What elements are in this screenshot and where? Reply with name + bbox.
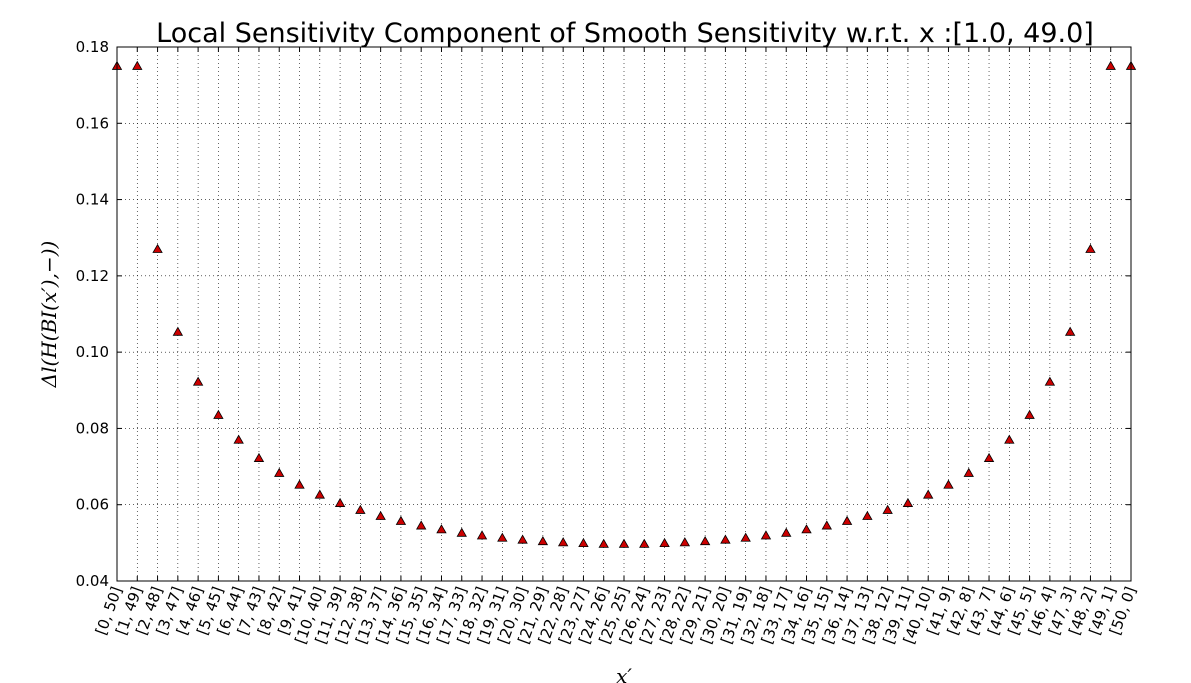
data-point bbox=[760, 530, 772, 540]
data-point bbox=[1004, 434, 1015, 444]
data-point bbox=[578, 537, 589, 548]
data-point bbox=[476, 530, 488, 540]
data-point bbox=[1024, 409, 1035, 419]
data-point bbox=[639, 538, 650, 548]
y-tick-label: 0.14 bbox=[76, 191, 109, 209]
data-point bbox=[436, 524, 447, 534]
data-point bbox=[598, 538, 609, 548]
data-point bbox=[497, 532, 508, 542]
y-tick-label: 0.06 bbox=[76, 496, 109, 514]
data-point bbox=[740, 532, 751, 542]
data-markers bbox=[111, 60, 1137, 548]
data-point bbox=[416, 520, 427, 530]
data-point bbox=[720, 534, 731, 544]
data-point bbox=[963, 467, 974, 477]
data-point bbox=[862, 510, 873, 520]
data-point bbox=[821, 520, 832, 530]
data-point bbox=[233, 434, 244, 444]
data-point bbox=[152, 243, 163, 253]
chart-title: Local Sensitivity Component of Smooth Se… bbox=[156, 18, 1094, 49]
data-point bbox=[395, 515, 407, 525]
x-axis-label: x′ bbox=[616, 664, 632, 683]
data-point bbox=[537, 536, 549, 546]
y-tick-label: 0.04 bbox=[76, 572, 109, 590]
data-point bbox=[781, 527, 792, 537]
data-point bbox=[294, 479, 305, 489]
data-point bbox=[659, 537, 670, 548]
axis-ticks: 0.040.060.080.100.120.140.160.18[0, 50][… bbox=[76, 38, 1140, 646]
y-tick-label: 0.10 bbox=[76, 343, 109, 361]
data-point bbox=[557, 537, 569, 547]
data-point bbox=[456, 527, 467, 537]
data-point bbox=[679, 537, 691, 547]
data-point bbox=[1044, 376, 1056, 386]
data-point bbox=[943, 479, 954, 489]
data-point bbox=[699, 536, 711, 546]
data-point bbox=[882, 504, 893, 514]
data-point bbox=[1064, 326, 1076, 336]
data-point bbox=[902, 497, 914, 507]
y-axis-label: Δl(H(BI(x′),−)) bbox=[37, 241, 61, 389]
grid bbox=[116, 46, 1132, 582]
data-point bbox=[923, 489, 934, 499]
data-point bbox=[253, 452, 265, 462]
data-point bbox=[132, 60, 143, 70]
data-point bbox=[355, 504, 366, 514]
data-point bbox=[841, 515, 853, 525]
data-point bbox=[1085, 243, 1096, 253]
y-tick-label: 0.12 bbox=[76, 267, 109, 285]
y-tick-label: 0.08 bbox=[76, 419, 109, 437]
data-point bbox=[983, 452, 995, 462]
data-point bbox=[618, 538, 630, 548]
data-point bbox=[334, 497, 346, 507]
y-tick-label: 0.18 bbox=[76, 38, 109, 56]
data-point bbox=[192, 376, 204, 386]
data-point bbox=[213, 409, 224, 419]
y-tick-label: 0.16 bbox=[76, 114, 109, 132]
data-point bbox=[314, 489, 325, 499]
data-point bbox=[274, 467, 285, 477]
data-point bbox=[172, 326, 184, 336]
data-point bbox=[517, 534, 528, 544]
data-point bbox=[1105, 60, 1116, 70]
data-point bbox=[375, 510, 386, 520]
data-point bbox=[801, 524, 812, 534]
